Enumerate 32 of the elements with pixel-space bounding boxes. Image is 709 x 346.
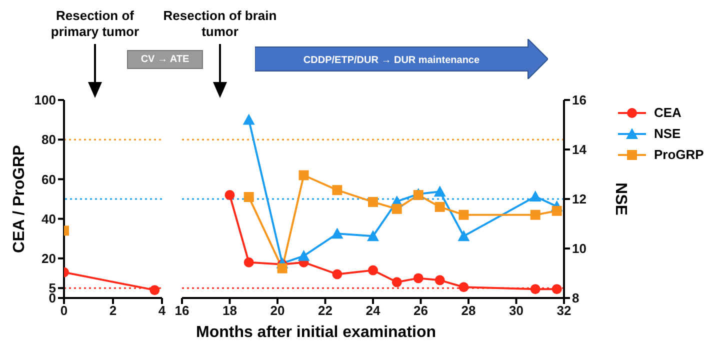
legend-label: ProGRP	[654, 147, 704, 162]
y-tick-label: 60	[42, 172, 56, 187]
text: Resection of brain tumor	[162, 8, 278, 40]
x-tick-label: 22	[318, 303, 332, 318]
label-box: CV → ATE	[127, 50, 203, 69]
y2-tick-label: 14	[572, 142, 588, 158]
x-tick-label: 18	[222, 303, 237, 318]
y-tick-label: 20	[42, 251, 56, 266]
x-tick-label: 24	[366, 303, 381, 318]
x-tick-label: 0	[60, 303, 68, 318]
x-tick-label: 26	[414, 303, 428, 318]
y-axis-title: CEA / ProGRP	[11, 145, 29, 253]
legend-label: NSE	[654, 126, 681, 141]
x-axis-title: Months after initial examination	[194, 324, 438, 342]
y2-tick-label: 16	[572, 92, 586, 108]
x-tick-label: 32	[556, 303, 572, 318]
text: CDDP/ETP/DUR → DUR maintenance	[303, 55, 480, 66]
x-tick-label: 2	[109, 303, 117, 318]
y2-tick-label: 12	[572, 192, 586, 207]
y-tick-label: 80	[42, 132, 56, 148]
x-tick-label: 28	[461, 303, 476, 318]
x-tick-label: 4	[158, 303, 166, 318]
legend-label: CEA	[654, 105, 682, 120]
y-tick-label: 40	[42, 211, 56, 226]
x-tick-label: 16	[174, 303, 190, 318]
y-tick-label: 100	[34, 92, 56, 108]
x-tick-label: 30	[509, 303, 524, 318]
y2-tick-label: 8	[572, 290, 580, 306]
y2-tick-label: 10	[572, 241, 586, 256]
text: Resection of primary tumor	[50, 8, 140, 40]
y2-axis-title: NSE	[611, 182, 629, 216]
x-tick-label: 20	[270, 303, 285, 318]
